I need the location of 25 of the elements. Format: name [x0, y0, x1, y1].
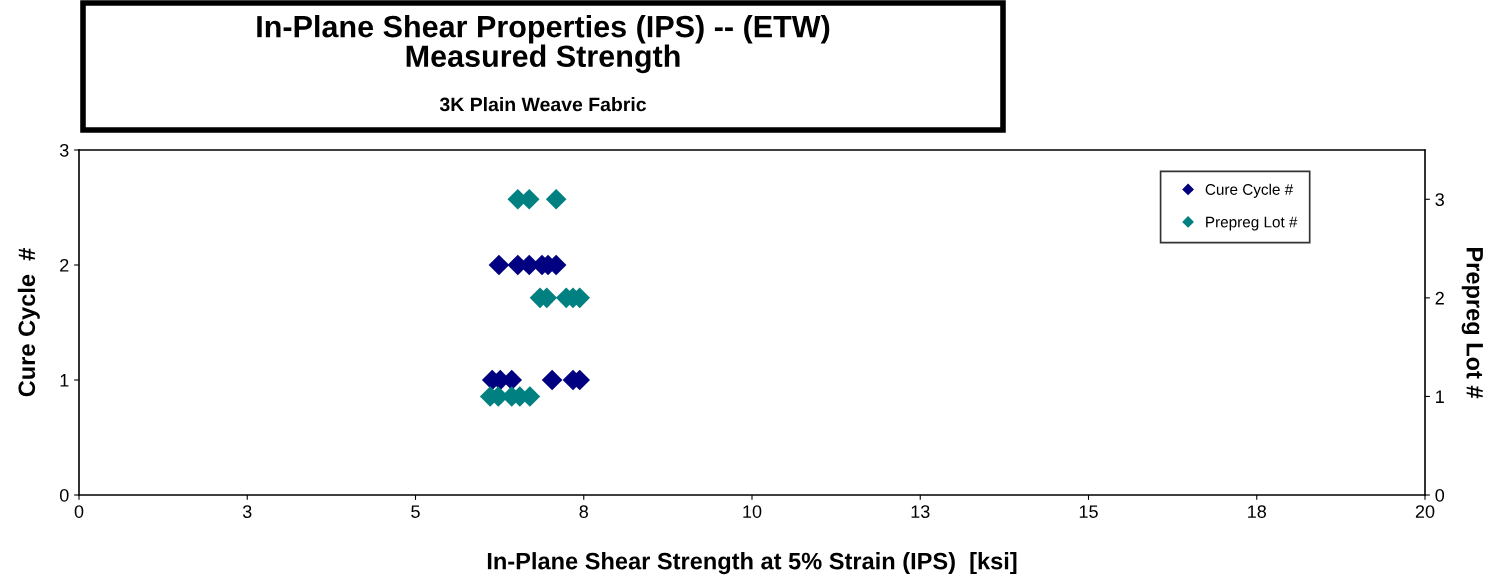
x-tick-label: 10 — [743, 505, 762, 518]
legend-label: Cure Cycle # — [1205, 183, 1294, 198]
x-tick-label: 15 — [1079, 505, 1098, 518]
x-tick-label: 8 — [579, 505, 588, 518]
y-tick-label: 0 — [59, 488, 69, 502]
x-tick-label: 5 — [411, 505, 420, 518]
legend-label: Prepreg Lot # — [1206, 216, 1298, 231]
y2-tick-label: 2 — [1435, 291, 1444, 305]
x-tick-label: 0 — [74, 505, 84, 518]
chart-subtitle: 3K Plain Weave Fabric — [439, 97, 647, 112]
y2-axis-title: Prepreg Lot # — [1461, 247, 1483, 399]
y-tick-label: 2 — [60, 258, 69, 272]
chart-title: In-Plane Shear Properties (IPS) -- (ETW) Measured Strength — [257, 15, 830, 74]
x-tick-label: 20 — [1415, 505, 1435, 518]
x-tick-label: 18 — [1248, 505, 1267, 518]
point — [545, 188, 567, 210]
y2-tick-label: 3 — [1435, 193, 1444, 207]
x-axis-title: In-Plane Shear Strength at 5% Strain (IPS) [ksi] — [487, 552, 1017, 575]
y-tick-label: 3 — [59, 143, 69, 157]
y2-tick-label: 1 — [1436, 390, 1444, 403]
y-tick-label: 1 — [60, 374, 69, 387]
x-tick-label: 13 — [911, 505, 930, 518]
y-axis-title: Cure Cycle # — [17, 248, 40, 397]
x-tick-label: 3 — [242, 505, 252, 518]
y2-tick-label: 0 — [1435, 488, 1445, 502]
